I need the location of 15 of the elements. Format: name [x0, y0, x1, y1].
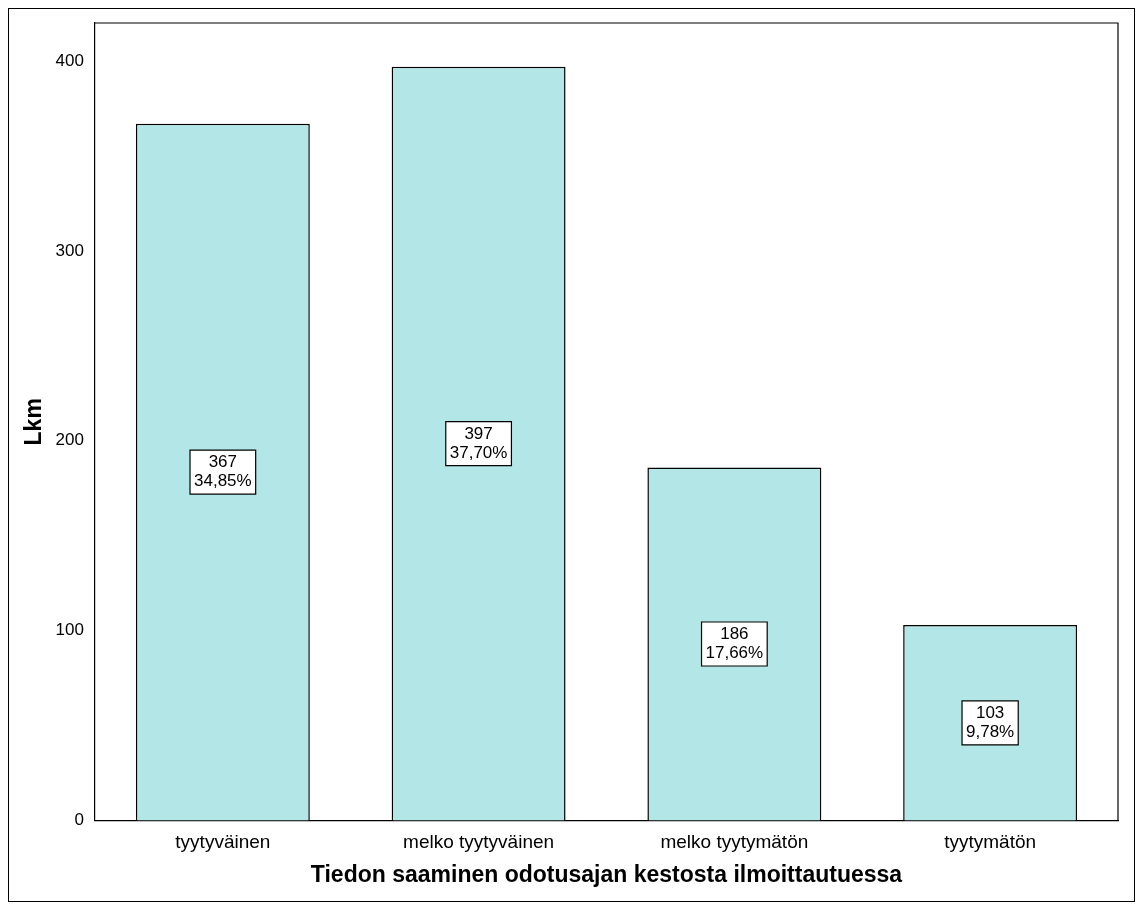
y-tick-label: 300: [55, 240, 84, 260]
y-tick-label: 400: [55, 50, 84, 70]
y-tick-label: 100: [55, 620, 84, 640]
x-tick-label: melko tyytyväinen: [403, 831, 555, 853]
data-label: 397 37,70%: [449, 423, 508, 462]
x-tick-label: melko tyytymätön: [660, 831, 809, 853]
y-axis-title: Lkm: [20, 398, 47, 446]
x-tick-label: tyytyväinen: [175, 831, 271, 853]
data-label: 367 34,85%: [194, 452, 252, 491]
data-label: 186 17,66%: [705, 624, 764, 663]
y-tick-label: 0: [74, 810, 84, 830]
x-axis-title: Tiedon saaminen odotusajan kestosta ilmoittautuessa: [310, 860, 903, 887]
y-tick-label: 200: [55, 430, 84, 450]
data-label: 103 9,78%: [966, 702, 1015, 741]
x-tick-label: tyytymätön: [944, 831, 1037, 853]
